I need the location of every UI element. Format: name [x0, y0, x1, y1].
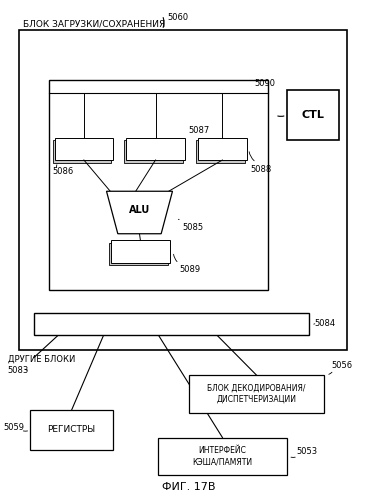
Text: 5053: 5053: [296, 447, 317, 456]
Text: 5084: 5084: [315, 319, 336, 328]
Text: 5088: 5088: [251, 165, 272, 174]
Text: БЛОК ЗАГРУЗКИ/СОХРАНЕНИЯ: БЛОК ЗАГРУЗКИ/СОХРАНЕНИЯ: [23, 20, 165, 28]
Bar: [111, 240, 170, 262]
Text: 5060: 5060: [168, 12, 189, 22]
Bar: [49, 80, 268, 290]
Text: ДРУГИЕ БЛОКИ: ДРУГИЕ БЛОКИ: [8, 355, 75, 364]
Bar: [188, 375, 324, 412]
Text: ФИГ. 17В: ФИГ. 17В: [162, 482, 215, 492]
Bar: [126, 138, 185, 160]
Bar: [124, 140, 183, 162]
Bar: [109, 243, 168, 265]
Text: 5086: 5086: [53, 168, 74, 176]
Text: РЕГИСТРЫ: РЕГИСТРЫ: [48, 426, 96, 434]
Bar: [158, 438, 287, 475]
Text: 5085: 5085: [182, 222, 203, 232]
Text: 5089: 5089: [179, 265, 200, 274]
Text: 5056: 5056: [332, 361, 353, 370]
Text: CTL: CTL: [302, 110, 324, 120]
Bar: [196, 140, 245, 162]
Text: 5090: 5090: [254, 78, 275, 88]
Text: 5083: 5083: [8, 366, 29, 375]
Text: 5087: 5087: [188, 126, 210, 136]
Text: БЛОК ДЕКОДИРОВАНИЯ/
ДИСПЕТЧЕРИЗАЦИИ: БЛОК ДЕКОДИРОВАНИЯ/ ДИСПЕТЧЕРИЗАЦИИ: [207, 384, 306, 404]
Bar: [19, 30, 347, 350]
Bar: [198, 138, 247, 160]
Text: 5059: 5059: [4, 423, 25, 432]
Polygon shape: [106, 192, 173, 234]
Bar: [34, 312, 309, 335]
Bar: [53, 140, 111, 162]
Bar: [30, 410, 113, 450]
Text: ALU: ALU: [129, 205, 150, 215]
Bar: [55, 138, 113, 160]
Text: ИНТЕРФЕЙС
КЭША/ПАМЯТИ: ИНТЕРФЕЙС КЭША/ПАМЯТИ: [192, 446, 253, 466]
Bar: [287, 90, 339, 140]
